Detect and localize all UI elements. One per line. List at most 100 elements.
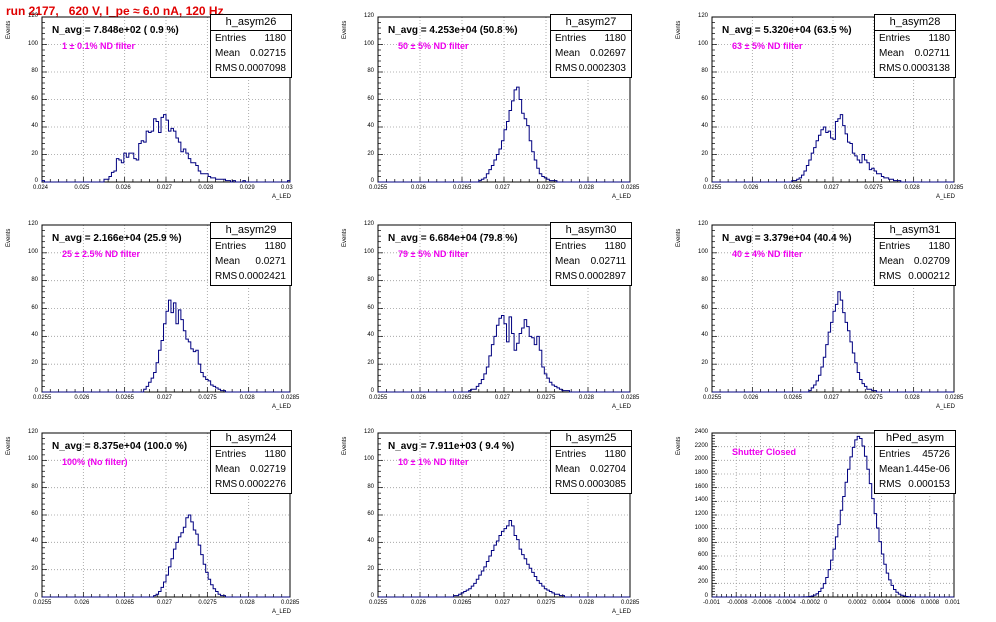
y-tick-label: 120	[363, 221, 374, 227]
n-avg-label: N_avg = 6.684e+04 (79.8 %)	[388, 233, 518, 244]
y-tick-label: 200	[697, 579, 708, 586]
y-tick-label: 0	[370, 178, 374, 184]
pad-h_asym30	[377, 224, 631, 393]
y-axis-label: Events	[6, 228, 12, 247]
y-axis-label: Events	[6, 436, 12, 455]
stats-row-rms: RMS 0.0003085	[551, 477, 631, 492]
stats-value-rms: 0.000212	[908, 271, 950, 282]
stats-value-rms: 0.000153	[908, 479, 950, 490]
x-tick-label: 0.026	[74, 395, 90, 401]
stats-value-entries: 45726	[922, 449, 950, 460]
stats-key: Entries	[555, 241, 587, 252]
y-tick-label: 1200	[694, 511, 708, 517]
x-tick-label: 0.0255	[369, 185, 388, 191]
y-tick-label: 80	[367, 276, 374, 283]
x-tick-label: 0.027	[495, 600, 511, 606]
x-tick-label: 0.027	[157, 185, 173, 191]
y-tick-label: 80	[31, 68, 38, 74]
y-tick-label: 600	[697, 552, 708, 558]
x-tick-label: 0	[824, 600, 828, 606]
stats-key: RMS	[215, 479, 238, 490]
x-tick-label: 0.0275	[537, 600, 556, 606]
stats-key: Entries	[879, 33, 911, 44]
y-tick-label: 60	[367, 95, 374, 102]
stats-title: h_asym28	[875, 15, 955, 31]
y-tick-label: 20	[31, 360, 38, 367]
n-avg-label: N_avg = 2.166e+04 (25.9 %)	[52, 233, 182, 244]
stats-value-entries: 1180	[928, 33, 950, 44]
stats-value-rms: 0.0007098	[238, 63, 286, 74]
y-tick-label: 100	[27, 456, 38, 463]
x-axis-label: A_LED	[612, 194, 632, 200]
x-tick-label: 0.0265	[115, 395, 135, 401]
stats-title: h_asym25	[551, 431, 631, 447]
stats-value-mean: 0.02711	[590, 256, 626, 267]
y-tick-label: 100	[363, 456, 374, 463]
filter-label: 25 ± 2.5% ND filter	[62, 249, 140, 259]
stats-box-h_asym28: h_asym28 Entries 1180 Mean 0.02711 RMS 0.00031…	[874, 14, 956, 78]
x-tick-label: 0.001	[945, 600, 961, 606]
histogram-line-h_asym27	[378, 86, 630, 183]
stats-row-mean: Mean 0.02711	[551, 254, 631, 269]
stats-key: Mean	[879, 464, 905, 475]
stats-row-rms: RMS 0.0003138	[875, 61, 955, 76]
stats-value-rms: 0.0002276	[238, 479, 286, 490]
stats-title: h_asym24	[211, 431, 291, 447]
stats-title: h_asym29	[211, 223, 291, 239]
stats-row-entries: Entries 1180	[551, 239, 631, 254]
x-tick-label: 0.028	[239, 600, 255, 606]
x-tick-label: 0.026	[74, 600, 90, 606]
x-tick-label: 0.0285	[945, 185, 964, 191]
x-tick-label: 0.0255	[369, 600, 388, 606]
y-tick-label: 60	[367, 304, 374, 311]
filter-label: 100% (No filter)	[62, 457, 128, 467]
stats-key: RMS	[215, 63, 238, 74]
stats-row-entries: Entries 1180	[551, 31, 631, 46]
y-axis-label: Events	[342, 436, 348, 455]
y-tick-label: 20	[701, 150, 708, 157]
stats-key: RMS	[555, 479, 578, 490]
x-tick-label: 0.0285	[621, 185, 640, 191]
stats-box-hPed_asym: hPed_asym Entries 45726 Mean 1.445e-06 RMS 0.0…	[874, 430, 956, 494]
y-tick-label: 20	[31, 150, 38, 157]
stats-row-mean: Mean 0.02697	[551, 46, 631, 61]
filter-label: 79 ± 5% ND filter	[398, 249, 469, 259]
y-axis-label: Events	[676, 436, 682, 455]
x-tick-label: 0.0255	[33, 395, 52, 401]
y-tick-label: 100	[697, 248, 708, 255]
filter-label: Shutter Closed	[732, 447, 797, 457]
stats-value-rms: 0.0002303	[578, 63, 626, 74]
stats-key: Mean	[215, 48, 241, 59]
stats-key: RMS	[555, 63, 578, 74]
pad-h_asym29	[41, 224, 291, 393]
n-avg-label: N_avg = 4.253e+04 (50.8 %)	[388, 25, 518, 36]
histogram-line-h_asym30	[378, 314, 630, 393]
n-avg-label: N_avg = 7.848e+02 ( 0.9 %)	[52, 25, 179, 36]
y-tick-label: 800	[697, 538, 708, 545]
x-tick-label: 0.028	[579, 600, 595, 606]
stats-row-rms: RMS 0.0007098	[211, 61, 291, 76]
histogram-line-h_asym25	[378, 519, 630, 598]
x-tick-label: 0.026	[743, 395, 759, 401]
x-tick-label: 0.0275	[864, 395, 883, 401]
y-tick-label: 120	[27, 221, 38, 227]
stats-row-entries: Entries 1180	[875, 239, 955, 254]
stats-key: Mean	[555, 48, 581, 59]
x-tick-label: -0.0002	[799, 600, 821, 606]
x-tick-label: -0.001	[703, 600, 721, 606]
x-tick-label: 0.0265	[783, 395, 803, 401]
x-tick-label: 0.0285	[281, 600, 300, 606]
histogram-line-h_asym29	[42, 299, 290, 393]
histogram-line-h_asym24	[42, 514, 290, 598]
x-tick-label: 0.0002	[848, 600, 867, 606]
x-tick-label: 0.028	[904, 395, 920, 401]
x-tick-label: -0.0006	[751, 600, 772, 606]
stats-key: Mean	[879, 48, 905, 59]
stats-row-rms: RMS 0.0002303	[551, 61, 631, 76]
x-axis-label: A_LED	[272, 404, 292, 410]
y-tick-label: 80	[367, 68, 374, 74]
y-tick-label: 20	[701, 360, 708, 367]
stats-value-mean: 0.02711	[914, 48, 950, 59]
stats-key: Mean	[215, 256, 241, 267]
stats-row-rms: RMS 0.000153	[875, 477, 955, 492]
